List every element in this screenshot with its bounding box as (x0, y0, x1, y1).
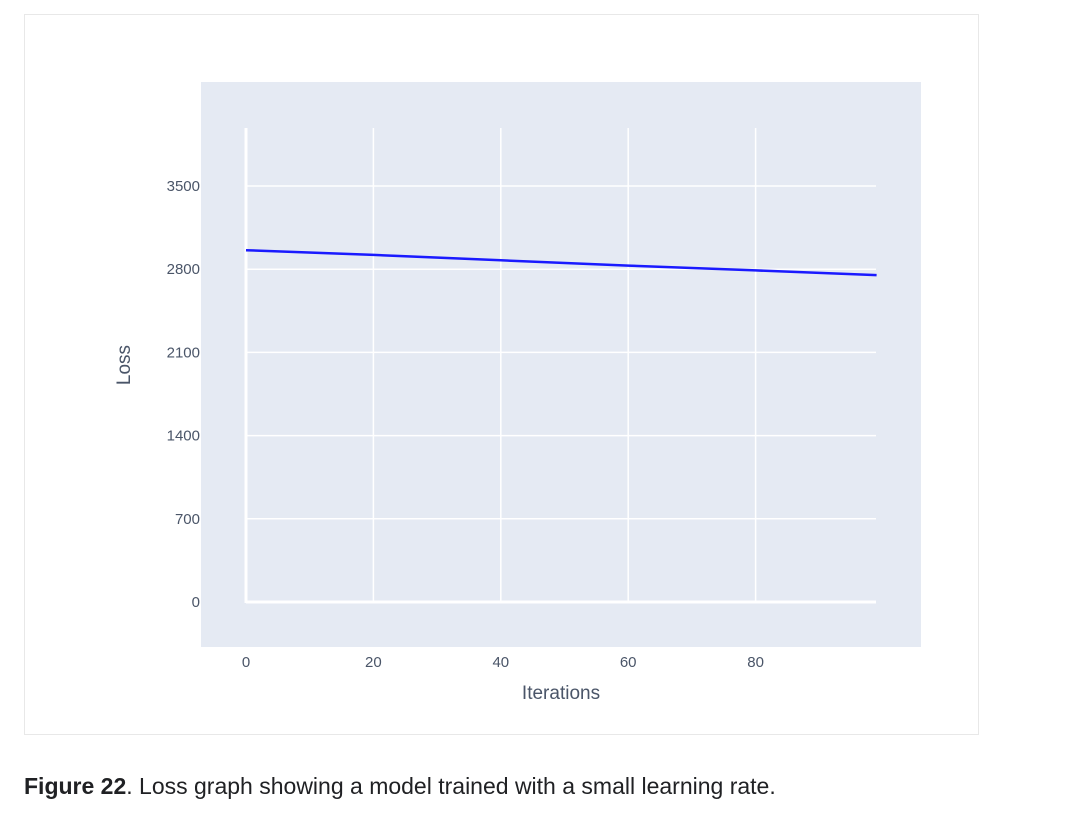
caption-text: . Loss graph showing a model trained wit… (126, 773, 776, 799)
figure-caption: Figure 22. Loss graph showing a model tr… (24, 773, 776, 800)
x-axis-title: Iterations (522, 683, 600, 704)
y-tick-label: 1400 (167, 428, 200, 445)
x-tick-label: 0 (242, 654, 250, 671)
y-tick-label: 0 (192, 594, 200, 611)
y-axis-title: Loss (114, 345, 135, 385)
x-tick-label: 40 (492, 654, 509, 671)
plot-background (201, 82, 921, 647)
x-tick-label: 60 (620, 654, 637, 671)
y-tick-label: 2800 (167, 261, 200, 278)
y-tick-label: 3500 (167, 178, 200, 195)
y-tick-label: 700 (175, 511, 200, 528)
figure-label: Figure 22 (24, 773, 127, 799)
x-tick-label: 80 (747, 654, 764, 671)
y-tick-label: 2100 (167, 344, 200, 361)
loss-chart: 0 20 40 60 80 0 700 1400 2100 2800 3500 Iterations L… (114, 82, 921, 704)
loss-series-line (245, 248, 877, 277)
x-tick-label: 20 (365, 654, 382, 671)
